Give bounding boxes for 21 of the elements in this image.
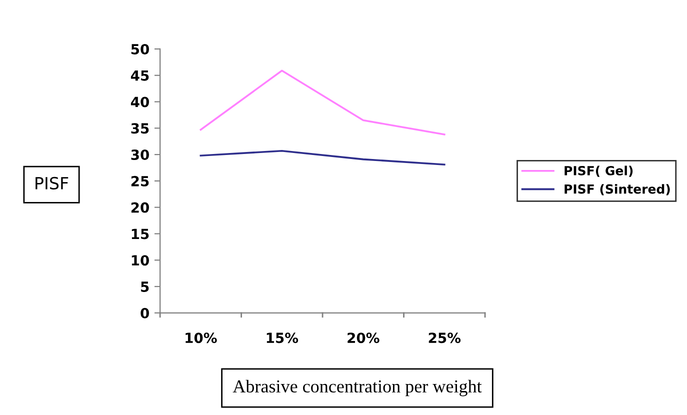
y-axis-title: PISF xyxy=(36,176,68,190)
x-axis-title: Abrasive concentration per weight xyxy=(232,380,482,396)
legend-label: PISF (Sintered) xyxy=(564,184,670,196)
y-tick-label: 20 xyxy=(131,202,149,213)
y-tick-label: 0 xyxy=(140,308,149,318)
y-tick-label: 15 xyxy=(132,228,149,240)
x-tick-label: 25% xyxy=(428,332,461,344)
line-series xyxy=(200,150,446,166)
legend-label: PISF( Gel) xyxy=(564,166,633,177)
y-tick-label: 25 xyxy=(131,176,149,186)
y-tick-label: 35 xyxy=(131,123,149,134)
x-tick-label: 15% xyxy=(266,332,298,344)
y-tick-label: 40 xyxy=(130,96,149,108)
line-series xyxy=(200,70,446,136)
y-tick-label: 10 xyxy=(132,255,149,266)
y-tick-label: 30 xyxy=(131,150,149,160)
x-tick-label: 20% xyxy=(348,332,380,344)
x-tick-label: 10% xyxy=(186,332,217,344)
y-tick-label: 45 xyxy=(130,70,149,81)
y-tick-label: 50 xyxy=(131,44,149,54)
y-tick-label: 5 xyxy=(141,282,149,292)
